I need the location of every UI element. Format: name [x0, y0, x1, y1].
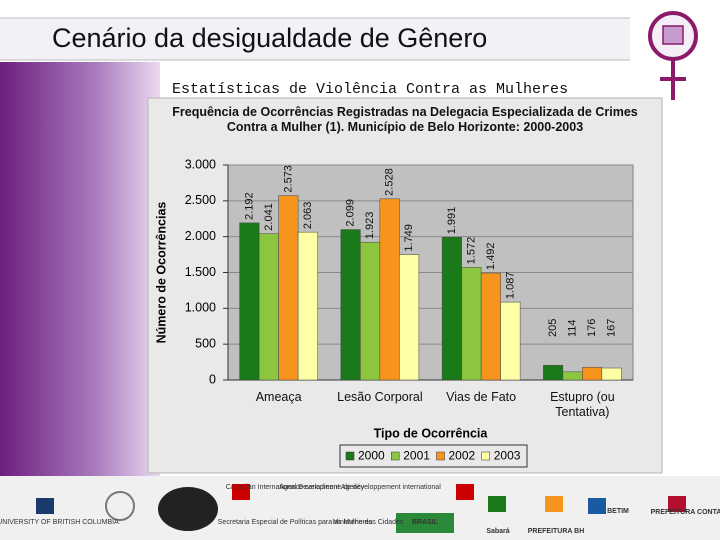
bar — [441, 237, 462, 381]
y-tick-label: 3.000 — [185, 157, 216, 171]
logo-mark — [105, 491, 135, 521]
logos: THE UNIVERSITY OF BRITISH COLUMBIA Canadi… — [0, 484, 720, 535]
logo-text: Canadian International Development Agenc… — [226, 484, 365, 491]
x-axis-title: Tipo de Ocorrência — [374, 426, 489, 440]
legend-box — [339, 444, 528, 468]
value-label: 2.528 — [384, 168, 396, 196]
logo-mark — [668, 496, 686, 512]
legend-label: 2001 — [403, 449, 430, 463]
bar — [480, 272, 501, 381]
bar — [297, 231, 318, 381]
value-label: 2.041 — [263, 203, 275, 231]
bar — [500, 301, 521, 381]
x-tick-label: Estupro (ou Tentativa) — [550, 390, 615, 419]
x-tick-label-box: Vias de Fato — [446, 390, 517, 404]
logo-mark — [545, 496, 563, 512]
bar — [278, 195, 299, 381]
chart: Frequência de Ocorrências Registradas na… — [154, 105, 638, 468]
legend-label: 2000 — [358, 449, 385, 463]
value-label: 176 — [586, 319, 598, 337]
legend-label: 2002 — [449, 449, 476, 463]
value-label: 1.991 — [446, 207, 458, 235]
bar — [239, 222, 260, 381]
logo-text: PREFEITURA CONTAGEM — [651, 509, 720, 516]
value-label: 114 — [567, 319, 579, 337]
logo-text: Secretaria Especial de Políticas para as… — [218, 519, 373, 526]
value-label: 1.923 — [364, 212, 376, 240]
logo-text: Sabará — [486, 528, 509, 535]
logo-mark — [36, 498, 54, 514]
y-axis-title: Número de Ocorrências — [154, 202, 168, 344]
value-label: 1.492 — [485, 243, 497, 271]
value-label: 2.573 — [282, 165, 294, 193]
logo-mark — [396, 513, 454, 533]
chart-title-box: Frequência de Ocorrências Registradas na… — [172, 105, 638, 134]
legend-swatch — [391, 451, 400, 461]
y-tick-label: 1.500 — [185, 265, 216, 279]
bar — [461, 267, 482, 381]
logo-text: THE UNIVERSITY OF BRITISH COLUMBIA — [0, 519, 119, 526]
bar — [543, 365, 564, 381]
bar — [582, 367, 603, 381]
value-label: 205 — [547, 319, 559, 337]
logo-mark — [232, 484, 250, 500]
x-tick-label: Ameaça — [255, 390, 302, 404]
value-label: 1.572 — [465, 237, 477, 265]
bar — [399, 254, 420, 381]
side-band — [0, 62, 160, 476]
y-tick-label: 0 — [209, 372, 216, 386]
logo-text: Agence canadienne de développement inter… — [279, 484, 441, 491]
title-band — [0, 18, 630, 60]
legend-swatch — [436, 451, 445, 461]
legend-label: 2003 — [494, 449, 521, 463]
logo-mark — [456, 484, 474, 500]
y-tick-label: 500 — [195, 336, 216, 350]
bar — [360, 241, 381, 381]
legend-swatch — [481, 451, 490, 461]
logo-mark — [488, 496, 506, 512]
x-tick-label-box: Ameaça — [255, 390, 302, 404]
value-label: 167 — [606, 319, 618, 337]
value-label: 2.063 — [302, 202, 314, 230]
bar — [562, 371, 583, 381]
bar — [258, 233, 279, 381]
y-tick-label: 2.500 — [185, 193, 216, 207]
logo-text: BETIM — [607, 508, 629, 515]
value-label: 1.749 — [403, 224, 415, 252]
chart-title: Frequência de Ocorrências Registradas na… — [172, 105, 638, 134]
x-tick-label-box: Lesão Corporal — [337, 390, 423, 404]
logo-text: Ministério das Cidades — [333, 519, 404, 526]
slide-subtitle: Estatísticas de Violência Contra as Mulh… — [172, 81, 568, 98]
bar — [601, 367, 622, 381]
x-tick-label: Lesão Corporal — [337, 390, 423, 404]
logo-mark — [588, 498, 606, 514]
bar — [379, 198, 400, 381]
logo-text: PREFEITURA BH — [528, 528, 585, 535]
legend-swatch — [345, 451, 355, 461]
bar — [340, 229, 361, 381]
gender-logo — [648, 11, 698, 100]
value-label: 2.099 — [345, 199, 357, 227]
slide-title: Cenário da desigualdade de Gênero — [52, 23, 487, 53]
value-label: 2.192 — [243, 192, 255, 220]
y-tick-label: 2.000 — [185, 229, 216, 243]
logo-mark — [158, 487, 218, 531]
y-tick-label: 1.000 — [185, 301, 216, 315]
x-tick-label: Vias de Fato — [446, 390, 517, 404]
logo-text: BRASIL — [412, 519, 439, 526]
value-label: 1.087 — [504, 272, 516, 300]
x-tick-label-box: Estupro (ou Tentativa) — [550, 390, 615, 419]
